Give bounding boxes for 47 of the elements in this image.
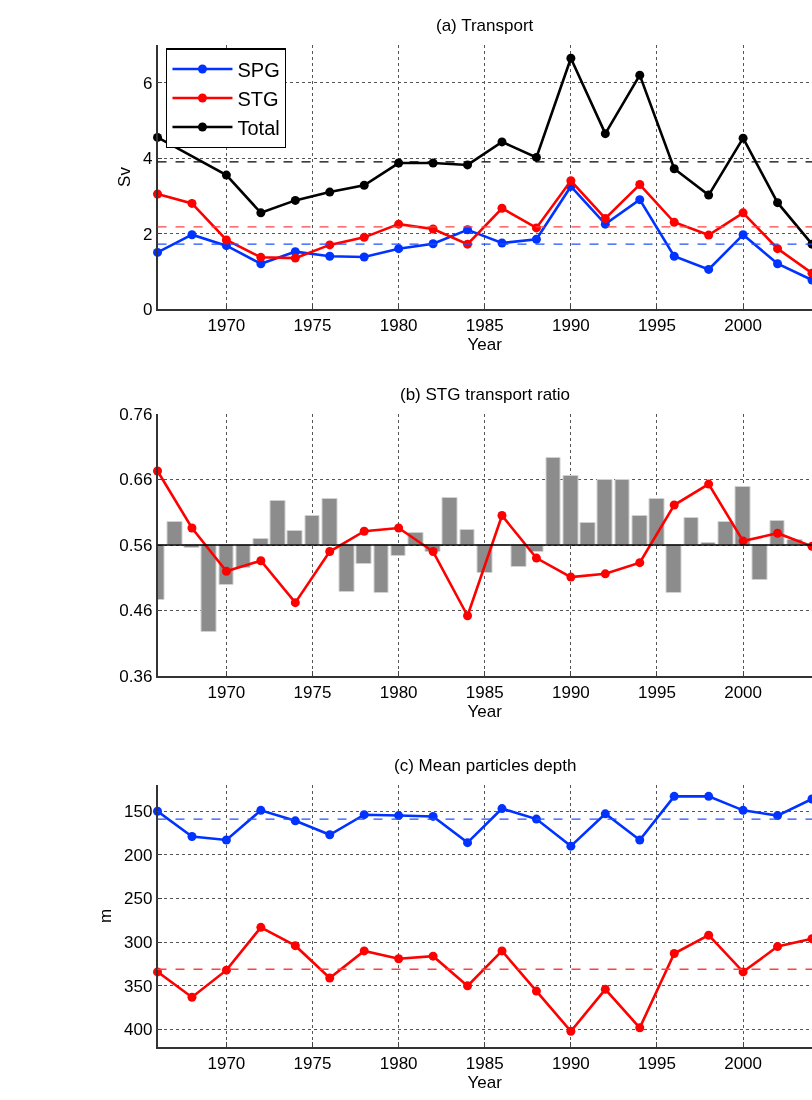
x-tick-label: 1995 <box>638 683 676 703</box>
chart-title: (b) STG transport ratio <box>400 385 571 404</box>
x-tick-label: 1980 <box>379 1054 418 1074</box>
x-tick-label: 1970 <box>207 316 246 336</box>
x-tick-label: 1970 <box>207 1054 246 1074</box>
y-tick-label: 250 <box>123 889 153 909</box>
y-tick-label: 150 <box>123 802 153 822</box>
x-tick-label: 1995 <box>638 316 676 336</box>
x-tick-label: 1970 <box>207 683 246 703</box>
y-tick-label: 0.36 <box>119 666 153 686</box>
y-tick-label: 4 <box>142 149 153 169</box>
x-tick-label: 1975 <box>293 316 332 336</box>
y-tick-label: 0.66 <box>119 470 153 490</box>
x-tick-label: 1990 <box>551 683 590 703</box>
legend-label: Total <box>237 116 280 139</box>
x-axis-title: Year <box>467 335 503 355</box>
y-tick-label: 6 <box>142 73 153 93</box>
x-tick-label: 1990 <box>551 1054 590 1074</box>
y-tick-label: 0.46 <box>119 601 153 621</box>
chart-title: (a) Transport <box>436 16 534 35</box>
x-tick-label: 1985 <box>465 683 504 703</box>
y-tick-label: 400 <box>123 1020 153 1040</box>
y-tick-label: 200 <box>123 845 153 865</box>
x-tick-label: 1985 <box>465 1054 504 1074</box>
x-tick-label: 1980 <box>379 316 418 336</box>
chart-title: (c) Mean particles depth <box>394 756 577 775</box>
y-tick-label: 2 <box>142 224 153 244</box>
legend-label: STG <box>237 87 279 110</box>
x-tick-label: 2000 <box>724 1054 763 1074</box>
y-tick-label: 300 <box>123 933 153 953</box>
y-axis-title: Sv <box>114 166 134 187</box>
x-tick-label: 1985 <box>465 316 504 336</box>
y-tick-label: 0.56 <box>119 535 153 555</box>
x-tick-label: 2000 <box>724 316 763 336</box>
legend-label: SPG <box>237 58 280 81</box>
x-tick-label: 1990 <box>551 316 590 336</box>
y-tick-label: 0 <box>142 299 153 319</box>
x-tick-label: 2000 <box>724 683 763 703</box>
y-tick-label: 0.76 <box>119 404 153 424</box>
x-axis-title: Year <box>467 702 503 722</box>
y-tick-label: 350 <box>123 976 153 996</box>
x-tick-label: 1975 <box>293 683 332 703</box>
x-tick-label: 1995 <box>638 1054 676 1074</box>
x-axis-title: Year <box>467 1073 503 1093</box>
x-tick-label: 1975 <box>293 1054 332 1074</box>
x-tick-label: 1980 <box>379 683 418 703</box>
y-axis-title: m <box>96 908 116 924</box>
